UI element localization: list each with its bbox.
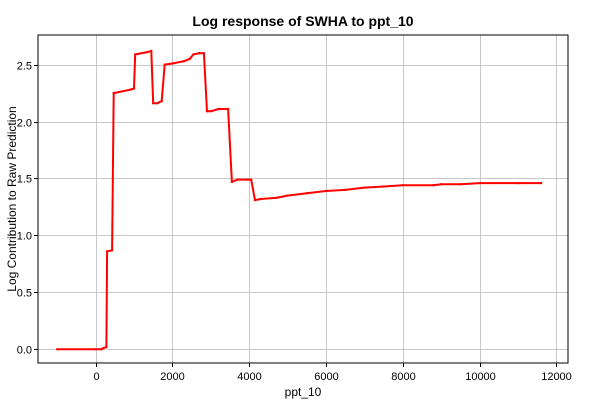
y-tick-label: 0.0 [17, 345, 32, 357]
data-point [516, 181, 520, 185]
x-tick-label: 12000 [541, 371, 572, 383]
data-point [382, 185, 385, 188]
data-point [182, 60, 186, 63]
data-point [132, 87, 136, 90]
data-point [253, 198, 257, 202]
data-point [94, 348, 97, 351]
data-point [440, 183, 443, 186]
y-axis-label: Log Contribution to Raw Prediction [5, 106, 19, 291]
data-point [236, 178, 239, 181]
data-point [112, 91, 115, 95]
data-point [401, 184, 405, 187]
data-point [110, 249, 114, 252]
data-point [155, 102, 159, 105]
data-point [539, 181, 543, 185]
data-point [459, 183, 462, 186]
data-point [105, 345, 108, 349]
data-point [205, 110, 209, 113]
tick-layer: 0 2000 4000 6000 8000 10000 12000 0.0 0.5 1.0 1.5 2… [17, 61, 572, 384]
data-point [160, 99, 163, 103]
data-point [478, 181, 481, 185]
data-point [230, 180, 234, 184]
data-point [192, 53, 195, 56]
x-tick-label: 6000 [314, 371, 338, 383]
data-point [226, 107, 230, 111]
data-point [146, 50, 149, 54]
data-point [102, 347, 105, 350]
x-axis-label: ppt_10 [285, 385, 322, 399]
grid-layer [38, 35, 568, 363]
data-point [259, 197, 262, 201]
data-point [274, 196, 278, 200]
data-point [152, 102, 155, 105]
x-tick-label: 2000 [160, 371, 184, 383]
x-tick-label: 4000 [237, 371, 261, 383]
y-tick-label: 1.0 [17, 231, 32, 243]
data-point [250, 178, 253, 181]
data-point [217, 107, 220, 111]
chart-title: Log response of SWHA to ppt_10 [192, 13, 413, 29]
data-point [105, 250, 109, 253]
y-tick-label: 2.5 [17, 61, 32, 73]
data-point [305, 192, 308, 195]
data-point [209, 110, 212, 113]
data-point [100, 348, 103, 351]
plot-frame [37, 34, 569, 364]
data-point [56, 348, 59, 351]
y-tick-label: 1.5 [17, 174, 32, 186]
y-tick-label: 0.5 [17, 288, 32, 300]
data-point [344, 188, 347, 192]
data-point [324, 189, 328, 193]
data-point [129, 88, 132, 91]
data-point [134, 53, 137, 56]
data-point [171, 62, 174, 65]
x-tick-label: 0 [93, 371, 99, 383]
data-point [163, 63, 166, 66]
data-point [198, 52, 201, 55]
data-point [286, 194, 289, 197]
data-point [150, 49, 153, 53]
x-tick-label: 8000 [391, 371, 415, 383]
data-point [432, 184, 435, 187]
series-layer [56, 49, 543, 351]
data-point [202, 52, 206, 55]
data-point [246, 178, 249, 181]
x-tick-label: 10000 [465, 371, 496, 383]
y-tick-label: 2.0 [17, 118, 32, 130]
data-point [363, 186, 366, 189]
data-point [188, 57, 191, 61]
